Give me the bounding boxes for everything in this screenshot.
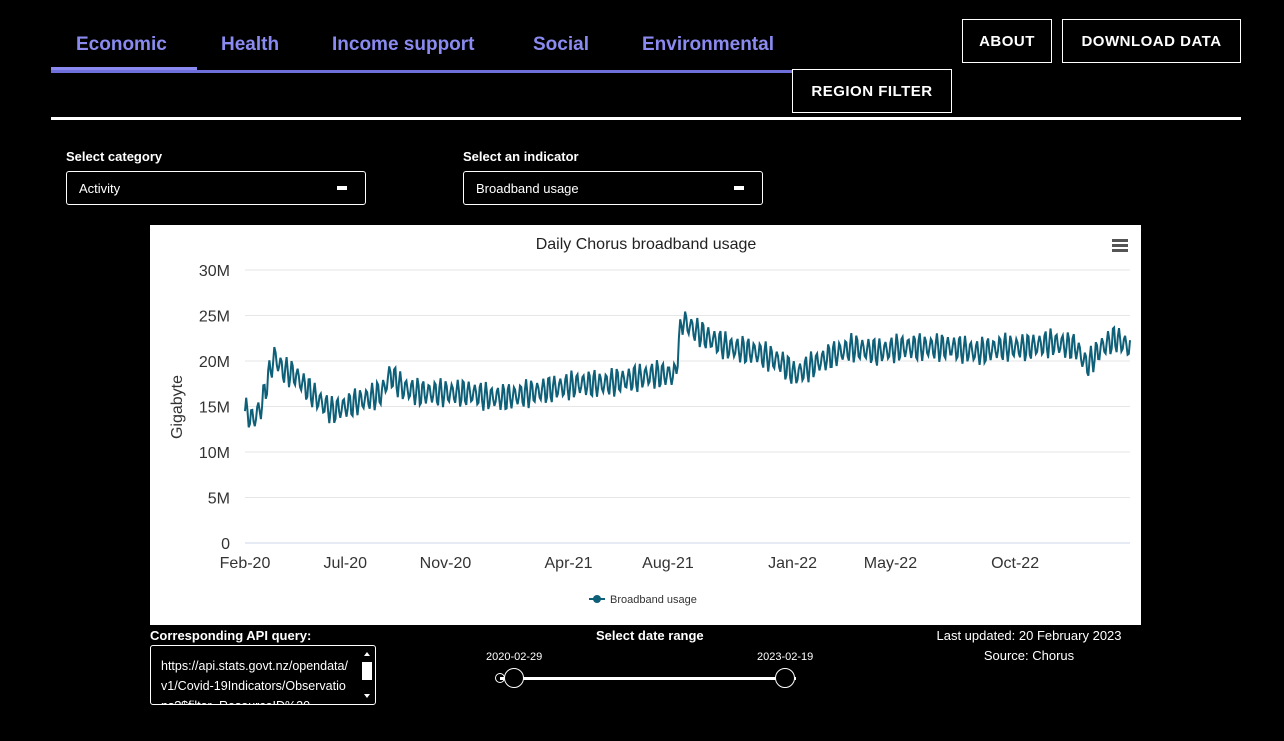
slider-end-handle[interactable] (775, 668, 795, 688)
broadband-chart: Daily Chorus broadband usage 0 5M 10M 15M 20… (169, 236, 1131, 606)
legend-marker (593, 595, 601, 603)
download-data-button[interactable]: DOWNLOAD DATA (1062, 19, 1241, 63)
indicator-select-value: Broadband usage (476, 180, 579, 196)
x-tick-label: Jan-22 (768, 555, 817, 572)
region-filter-button[interactable]: REGION FILTER (792, 69, 952, 113)
chart-title: Daily Chorus broadband usage (536, 236, 757, 253)
tab-social[interactable]: Social (533, 34, 589, 55)
x-tick-label: Jul-20 (323, 555, 367, 572)
y-tick-label: 0 (221, 536, 230, 553)
last-updated: Last updated: 20 February 2023 (936, 628, 1122, 643)
active-tab-indicator (51, 67, 197, 70)
y-tick-label: 30M (199, 263, 230, 280)
about-button[interactable]: ABOUT (962, 19, 1052, 63)
x-tick-label: Feb-20 (220, 555, 271, 572)
api-query-text: https://api.stats.govt.nz/opendata/v1/Co… (161, 659, 348, 704)
scrollbar[interactable] (361, 648, 373, 702)
y-tick-label: 5M (208, 491, 230, 508)
legend-label: Broadband usage (610, 594, 697, 606)
x-tick-label: Nov-20 (420, 555, 472, 572)
x-tick-label: Apr-21 (545, 555, 593, 572)
x-tick-label: May-22 (864, 555, 917, 572)
y-tick-label: 25M (199, 309, 230, 326)
chart-container: Daily Chorus broadband usage 0 5M 10M 15M 20… (150, 225, 1141, 625)
category-tabs: Economic Health Income support Social En… (51, 24, 806, 73)
date-range-label: Select date range (596, 628, 704, 643)
slider-start-handle[interactable] (504, 668, 524, 688)
y-tick-label: 15M (199, 400, 230, 417)
category-select[interactable]: Activity (66, 171, 366, 205)
dropdown-icon (337, 186, 347, 190)
tab-environmental[interactable]: Environmental (642, 34, 774, 55)
date-range-slider-track[interactable] (500, 677, 796, 680)
series-line-broadband-usage (244, 311, 1131, 428)
y-tick-label: 20M (199, 354, 230, 371)
header-divider (51, 117, 1241, 120)
indicator-label: Select an indicator (463, 149, 579, 164)
category-select-value: Activity (79, 180, 121, 196)
api-query-textarea[interactable]: https://api.stats.govt.nz/opendata/v1/Co… (150, 645, 376, 705)
tab-income-support[interactable]: Income support (332, 34, 475, 55)
menu-icon[interactable] (1112, 239, 1128, 252)
legend[interactable]: Broadband usage (589, 594, 697, 606)
x-tick-label: Aug-21 (642, 555, 694, 572)
indicator-select[interactable]: Broadband usage (463, 171, 763, 205)
x-tick-label: Oct-22 (991, 555, 1039, 572)
date-range-start: 2020-02-29 (486, 651, 543, 663)
date-range-end: 2023-02-19 (757, 651, 814, 663)
tab-health[interactable]: Health (221, 34, 280, 55)
y-tick-label: 10M (199, 445, 230, 462)
data-source: Source: Chorus (983, 648, 1075, 663)
dropdown-icon (734, 186, 744, 190)
y-axis-label: Gigabyte (169, 375, 186, 439)
category-label: Select category (66, 149, 163, 164)
api-query-label: Corresponding API query: (150, 628, 312, 643)
tab-economic[interactable]: Economic (76, 34, 167, 55)
